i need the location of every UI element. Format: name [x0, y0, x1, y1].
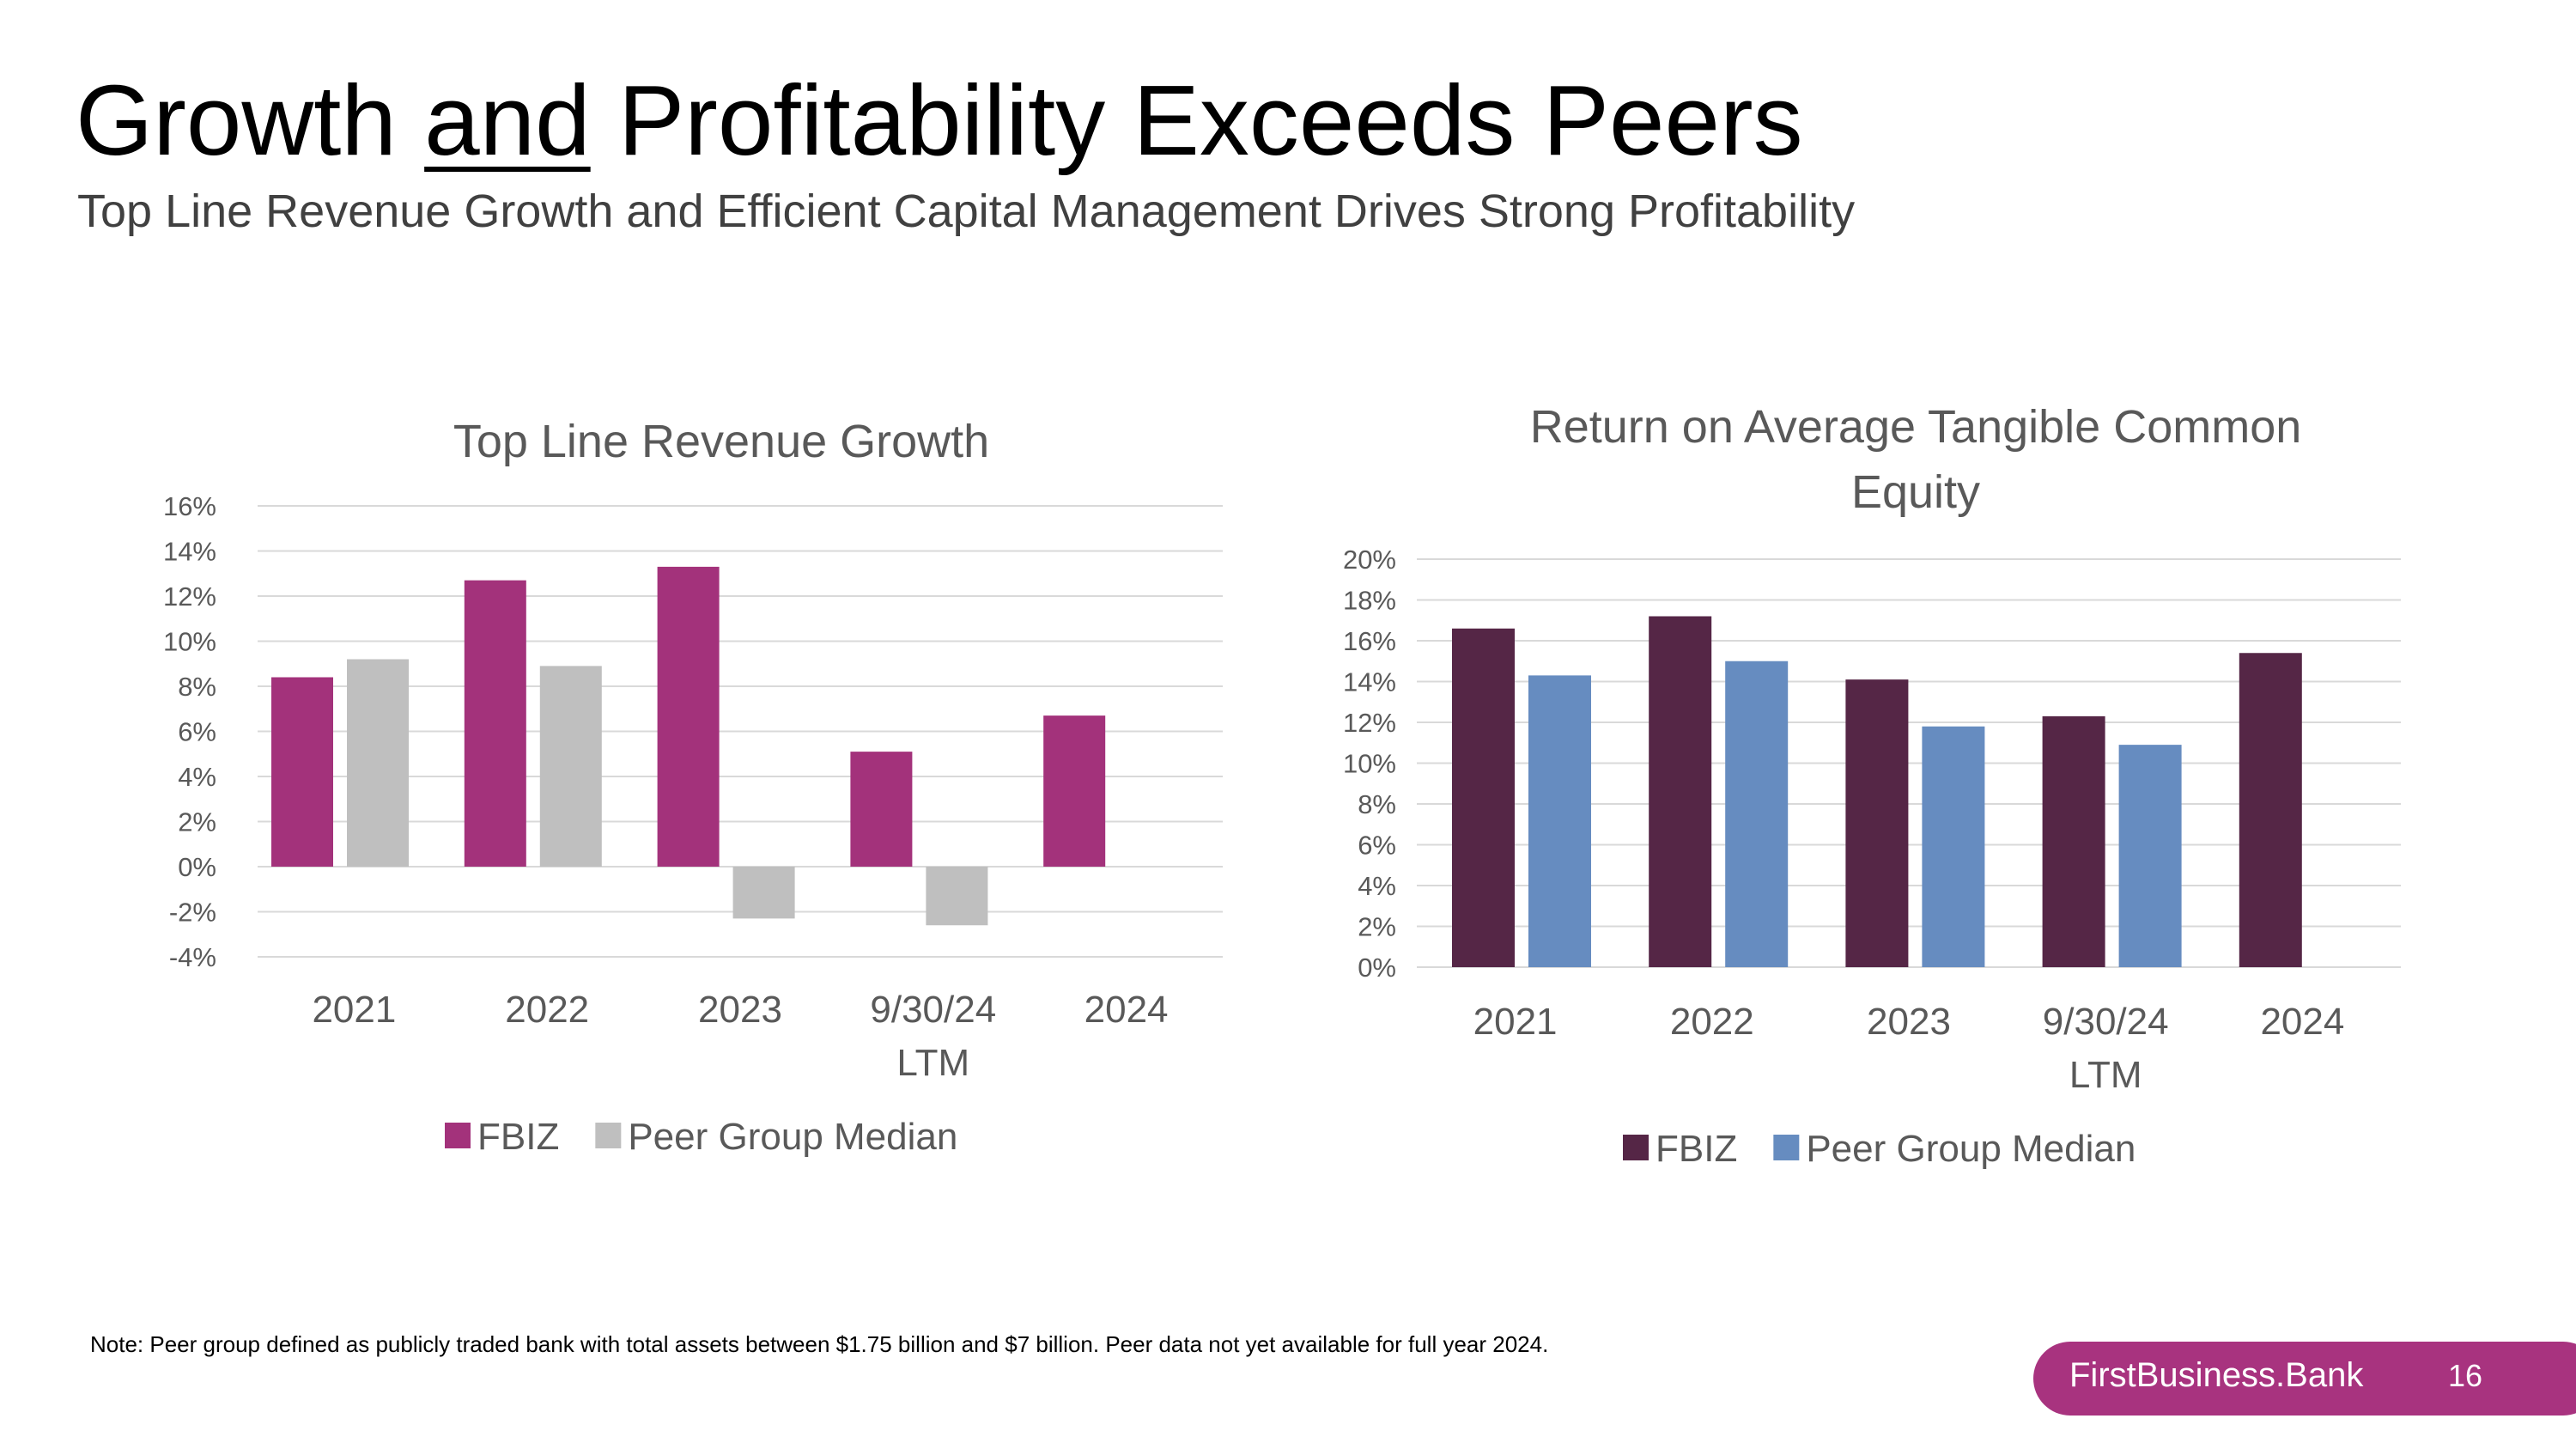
legend-swatch-peer-group-median	[1773, 1135, 1800, 1160]
legend-label-peer-group-median: Peer Group Median	[628, 1116, 957, 1158]
bar-fbiz-2024	[2239, 653, 2302, 967]
y-tick-label: 0%	[178, 852, 216, 882]
y-tick-label: 18%	[1343, 586, 1396, 616]
bar-fbiz-2021	[1452, 628, 1515, 967]
page-title-start: Growth	[76, 64, 397, 176]
bar-peer-group-median-9-30-24-ltm	[2118, 745, 2182, 967]
y-tick-label: 8%	[178, 672, 216, 702]
y-tick-label: 12%	[163, 581, 216, 612]
x-category-label-line: 9/30/24	[870, 989, 996, 1031]
x-category-label: 9/30/24 LTM	[2043, 1001, 2169, 1096]
bar-peer-group-median-2023	[732, 867, 795, 919]
x-category-label: 2021	[312, 989, 396, 1031]
legend-label-fbiz: FBIZ	[477, 1116, 559, 1158]
bar-peer-group-median-2021	[1528, 675, 1591, 967]
y-tick-label: 6%	[178, 717, 216, 747]
y-tick-label: 2%	[178, 807, 216, 837]
y-tick-label: -4%	[169, 942, 216, 972]
bar-fbiz-9-30-24-ltm	[850, 752, 913, 867]
page-subtitle: Top Line Revenue Growth and Efficient Ca…	[77, 186, 1856, 237]
x-category-label-line: LTM	[896, 1042, 969, 1084]
bar-peer-group-median-2021	[347, 659, 409, 867]
legend-swatch-fbiz	[445, 1123, 471, 1148]
bar-fbiz-2021	[271, 677, 333, 867]
y-tick-label: 20%	[1343, 545, 1396, 575]
page-title-emphasis: and	[424, 64, 591, 176]
y-tick-label: 0%	[1358, 953, 1396, 983]
page-number: 16	[2448, 1358, 2483, 1393]
chart-title: Top Line Revenue Growth	[453, 416, 989, 467]
y-tick-label: 16%	[1343, 626, 1396, 656]
y-tick-label: 14%	[163, 537, 216, 567]
bar-fbiz-2023	[1845, 679, 1909, 967]
bar-peer-group-median-2022	[539, 666, 602, 867]
y-tick-label: 14%	[1343, 667, 1396, 697]
bar-peer-group-median-2022	[1725, 661, 1789, 967]
page-title-end: Profitability Exceeds Peers	[617, 64, 1803, 176]
x-category-label-line: 9/30/24	[2043, 1001, 2169, 1043]
bar-peer-group-median-2023	[1922, 726, 1985, 967]
chart-title: Return on Average Tangible Common Equity	[1530, 401, 2302, 518]
footnote: Note: Peer group defined as publicly tra…	[90, 1331, 1549, 1357]
legend-swatch-peer-group-median	[595, 1123, 622, 1148]
x-category-label: 2023	[1867, 1001, 1951, 1043]
chart-title-line: Equity	[1851, 466, 1980, 518]
brand-logo-text: FirstBusiness.Bank	[2069, 1356, 2364, 1394]
legend-label-fbiz: FBIZ	[1656, 1128, 1737, 1170]
legend-label-peer-group-median: Peer Group Median	[1806, 1128, 2136, 1170]
x-category-label: 2024	[2260, 1001, 2344, 1043]
bar-fbiz-2024	[1043, 715, 1106, 867]
x-category-label: 2024	[1084, 989, 1169, 1031]
y-tick-label: 12%	[1343, 708, 1396, 738]
y-tick-label: 4%	[1358, 871, 1396, 901]
bar-fbiz-9-30-24-ltm	[2042, 715, 2105, 967]
x-category-label: 9/30/24 LTM	[870, 989, 996, 1084]
legend-swatch-fbiz	[1623, 1135, 1649, 1160]
y-tick-label: 16%	[163, 491, 216, 521]
brand-bar: FirstBusiness.Bank 16	[2033, 1342, 2576, 1416]
page-title: Growth and Profitability Exceeds Peers	[76, 60, 1803, 180]
x-category-label: 2022	[1670, 1001, 1754, 1043]
y-tick-label: 10%	[163, 627, 216, 657]
x-category-label: 2021	[1473, 1001, 1558, 1043]
y-tick-label: 6%	[1358, 831, 1396, 861]
bar-peer-group-median-9-30-24-ltm	[926, 867, 988, 926]
y-tick-label: -2%	[169, 898, 216, 928]
y-tick-label: 2%	[1358, 912, 1396, 942]
y-tick-label: 4%	[178, 762, 216, 792]
bar-fbiz-2022	[1649, 616, 1712, 967]
x-category-label: 2022	[505, 989, 589, 1031]
y-tick-label: 8%	[1358, 789, 1396, 819]
bar-fbiz-2023	[657, 566, 720, 867]
x-category-label-line: LTM	[2069, 1054, 2142, 1096]
rotce-chart: Return on Average Tangible Common Equity 0…	[1343, 401, 2401, 1170]
chart-title-line: Top Line Revenue Growth	[453, 416, 989, 467]
x-category-label: 2023	[698, 989, 782, 1031]
revenue-growth-chart: Top Line Revenue Growth -4% -2% 0% 2% 4% 6% 8% 1…	[163, 416, 1223, 1158]
chart-title-line: Return on Average Tangible Common	[1530, 401, 2302, 453]
bar-fbiz-2022	[464, 580, 526, 867]
y-tick-label: 10%	[1343, 749, 1396, 779]
